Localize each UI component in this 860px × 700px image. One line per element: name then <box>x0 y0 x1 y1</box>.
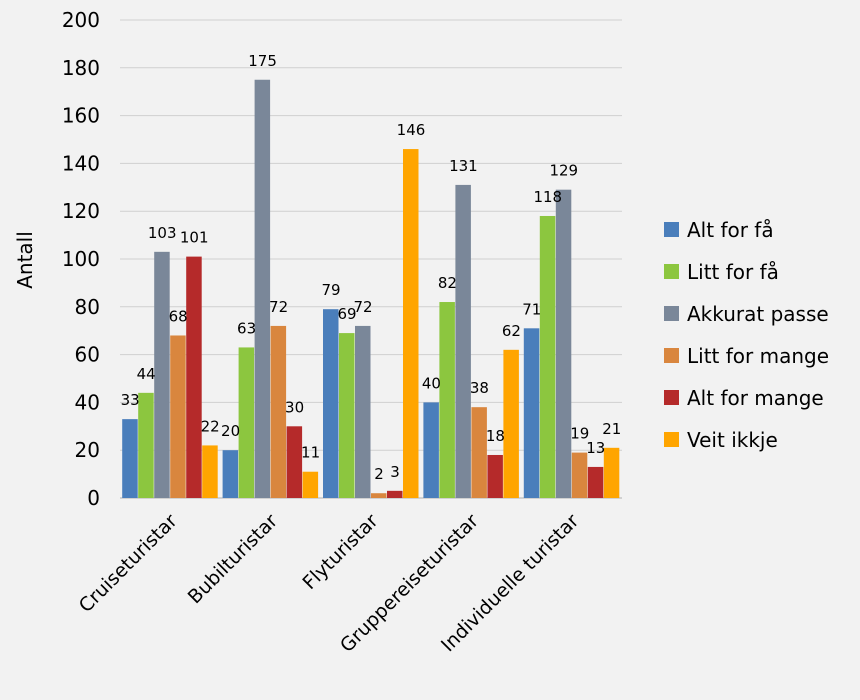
bar <box>302 471 319 498</box>
y-tick-label: 140 <box>62 151 100 175</box>
data-label: 22 <box>201 417 220 435</box>
data-label: 13 <box>586 439 605 457</box>
data-label: 2 <box>374 465 384 483</box>
bar <box>122 419 138 498</box>
legend-label: Alt for få <box>687 218 774 242</box>
y-tick-labels: 0 20 40 60 80 100 120 140 160 180 200 <box>62 8 100 510</box>
y-tick-label: 120 <box>62 199 100 223</box>
y-axis-label: Antall <box>13 231 37 289</box>
y-tick-label: 0 <box>87 486 100 510</box>
data-label: 11 <box>301 444 320 462</box>
y-tick-label: 100 <box>62 247 100 271</box>
bar <box>323 309 339 498</box>
data-label: 69 <box>337 305 356 323</box>
bar <box>403 149 419 498</box>
bar <box>471 407 487 498</box>
legend-label: Veit ikkje <box>687 428 778 452</box>
legend-swatch <box>664 390 679 405</box>
y-tick-label: 200 <box>62 8 100 32</box>
bar <box>170 335 186 498</box>
data-label: 103 <box>148 224 177 242</box>
data-label: 82 <box>438 274 457 292</box>
data-label: 30 <box>285 398 304 416</box>
bar <box>587 466 604 498</box>
y-tick-label: 80 <box>75 295 100 319</box>
bar <box>186 256 202 498</box>
bar <box>138 392 154 498</box>
bar <box>371 493 387 498</box>
data-label: 18 <box>486 427 505 445</box>
data-label: 129 <box>549 162 578 180</box>
data-label: 101 <box>180 229 209 247</box>
bar <box>202 445 218 498</box>
data-label: 19 <box>570 425 589 443</box>
bar <box>154 251 170 498</box>
bar <box>603 447 620 498</box>
legend-label: Litt for mange <box>687 344 829 368</box>
data-label: 118 <box>533 188 562 206</box>
data-label: 72 <box>269 298 288 316</box>
legend-label: Litt for få <box>687 260 779 284</box>
legend-swatch <box>664 264 679 279</box>
data-label: 131 <box>449 157 478 175</box>
data-label: 38 <box>470 379 489 397</box>
bar <box>222 450 239 498</box>
data-label: 40 <box>422 374 441 392</box>
x-tick-label: Cruiseturistar <box>75 510 182 617</box>
bar <box>523 328 540 498</box>
data-label: 62 <box>502 322 521 340</box>
bar <box>455 184 471 498</box>
data-label: 175 <box>248 52 277 70</box>
x-tick-label: Bubilturistar <box>184 510 282 608</box>
bars <box>122 79 620 499</box>
data-label: 3 <box>390 463 400 481</box>
legend-swatch <box>664 306 679 321</box>
data-label: 72 <box>353 298 372 316</box>
data-label: 63 <box>237 319 256 337</box>
bar <box>254 79 271 498</box>
y-tick-label: 60 <box>75 343 100 367</box>
data-label: 21 <box>602 420 621 438</box>
legend-label: Alt for mange <box>687 386 824 410</box>
bar <box>387 490 403 498</box>
bar <box>339 333 355 498</box>
bar <box>355 325 371 498</box>
legend-label: Akkurat passe <box>687 302 829 326</box>
y-tick-label: 20 <box>75 438 100 462</box>
bar <box>539 215 556 499</box>
bar <box>423 402 439 498</box>
bar <box>238 347 255 498</box>
y-tick-label: 180 <box>62 56 100 80</box>
bar <box>503 349 519 498</box>
y-tick-label: 160 <box>62 104 100 128</box>
data-label: 20 <box>221 422 240 440</box>
bar <box>571 452 588 498</box>
x-tick-label: Flyturistar <box>299 510 383 594</box>
data-label: 33 <box>121 391 140 409</box>
bar <box>439 302 455 498</box>
bar <box>555 189 572 498</box>
x-tick-labels: Cruiseturistar Bubilturistar FlyturistarGr… <box>75 510 584 657</box>
bar <box>286 426 303 498</box>
data-label: 44 <box>137 365 156 383</box>
data-label: 79 <box>321 281 340 299</box>
bar <box>487 454 503 498</box>
legend-swatch <box>664 348 679 363</box>
y-tick-label: 40 <box>75 390 100 414</box>
legend-swatch <box>664 432 679 447</box>
legend: Alt for få Litt for få Akkurat passe Litt f… <box>664 218 829 452</box>
legend-swatch <box>664 222 679 237</box>
data-label: 146 <box>397 121 426 139</box>
data-label: 71 <box>522 300 541 318</box>
data-label: 68 <box>169 307 188 325</box>
bar <box>270 325 287 498</box>
